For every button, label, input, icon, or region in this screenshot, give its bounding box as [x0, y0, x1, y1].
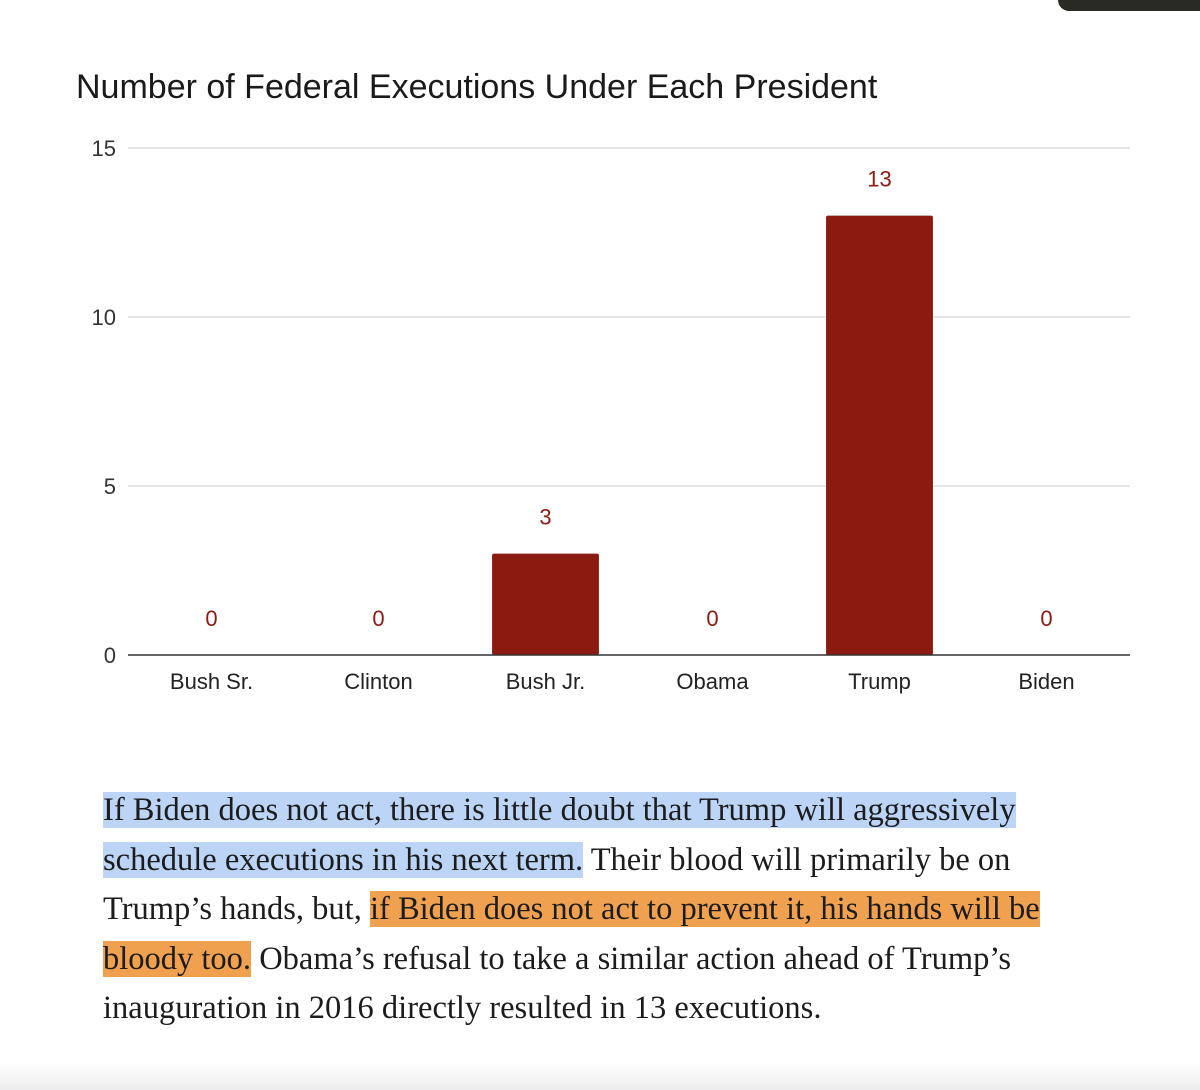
y-axis-ticks: 0 5 10 15	[92, 136, 116, 668]
y-tick-label: 10	[92, 305, 116, 330]
window-tab	[1058, 0, 1200, 11]
bar	[492, 553, 599, 655]
data-labels: 0 0 3 0 13 0	[205, 167, 1052, 631]
x-tick-label: Obama	[676, 669, 749, 694]
bar	[826, 215, 933, 655]
x-tick-label: Bush Jr.	[506, 669, 585, 694]
x-tick-label: Bush Sr.	[170, 669, 253, 694]
data-label: 13	[867, 167, 891, 192]
data-label: 0	[372, 606, 384, 631]
gridlines	[128, 147, 1130, 487]
y-tick-label: 5	[104, 474, 116, 499]
x-tick-label: Biden	[1018, 669, 1074, 694]
y-tick-label: 0	[104, 643, 116, 668]
bar-chart: 0 5 10 15 0 0 3 0 13 0 Bush Sr. Clinton Bush Jr. Ob…	[92, 136, 1130, 694]
article-text: Obama’s refusal to take a similar action…	[103, 940, 1012, 1027]
data-label: 0	[205, 606, 217, 631]
page-bottom-shadow	[0, 1062, 1200, 1090]
chart-title: Number of Federal Executions Under Each …	[76, 68, 878, 106]
bars	[492, 215, 933, 655]
y-tick-label: 15	[92, 136, 116, 161]
data-label: 0	[706, 606, 718, 631]
x-tick-label: Clinton	[344, 669, 412, 694]
data-label: 3	[539, 505, 551, 530]
data-label: 0	[1040, 606, 1052, 631]
article-text: Their blood will primarily be on Trump’s…	[103, 841, 1011, 928]
article-paragraph: If Biden does not act, there is little d…	[103, 786, 1103, 1034]
x-tick-label: Trump	[848, 669, 911, 694]
x-axis-ticks: Bush Sr. Clinton Bush Jr. Obama Trump Biden	[170, 669, 1075, 694]
